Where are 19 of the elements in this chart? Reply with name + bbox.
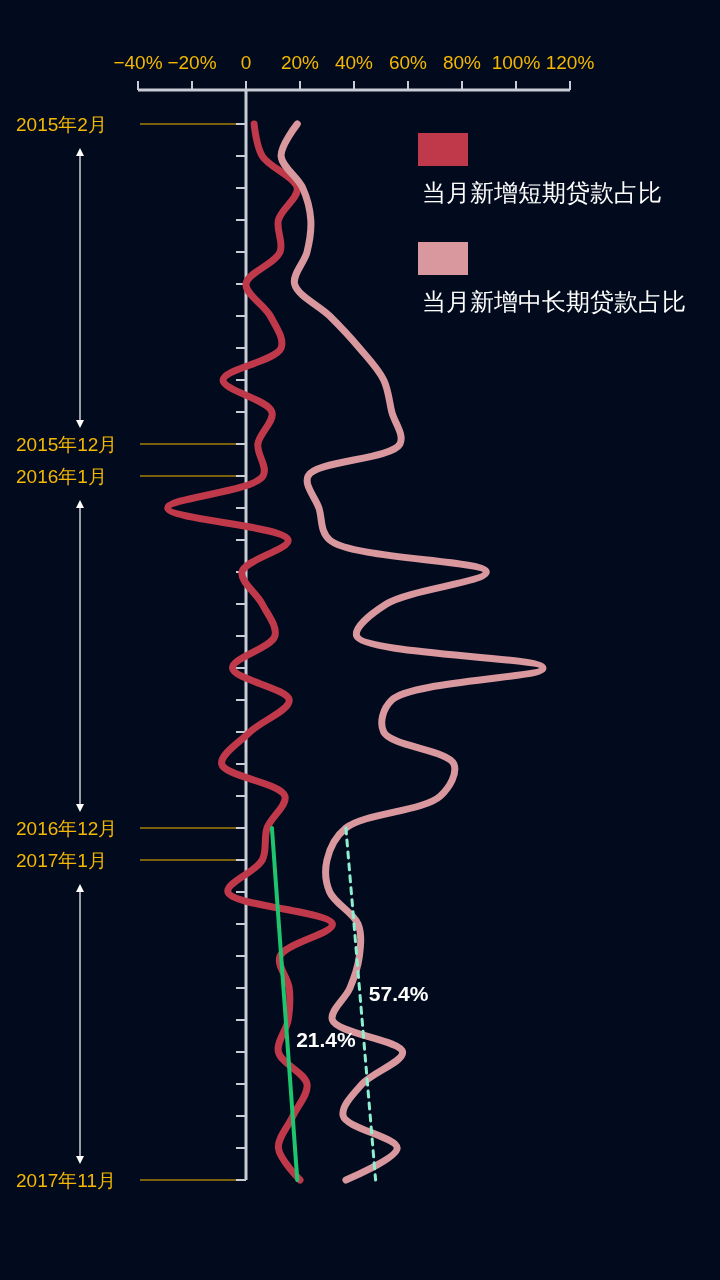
x-tick-label: 100% <box>491 52 541 73</box>
annotation: 57.4% <box>368 982 429 1006</box>
x-tick-label: 40% <box>334 52 374 73</box>
x-tick-label: −20% <box>167 52 217 73</box>
x-tick-label: 80% <box>442 52 482 73</box>
y-tick-label: 2017年11月 <box>16 1170 116 1191</box>
legend-label: 当月新增中长期贷款占比 <box>422 288 686 315</box>
x-tick-label: 0 <box>240 52 252 73</box>
y-tick-label: 2016年1月 <box>16 466 107 487</box>
x-tick-label: 120% <box>545 52 595 73</box>
annotation: 21.4% <box>296 1028 357 1052</box>
y-tick-label: 2017年1月 <box>16 850 107 871</box>
x-tick-label: −40% <box>113 52 163 73</box>
y-tick-label: 2015年12月 <box>16 434 118 455</box>
x-tick-label: 20% <box>280 52 320 73</box>
y-tick-label: 2015年2月 <box>16 114 107 135</box>
y-tick-label: 2016年12月 <box>16 818 118 839</box>
x-tick-label: 60% <box>388 52 428 73</box>
legend-label: 当月新增短期贷款占比 <box>422 179 662 206</box>
